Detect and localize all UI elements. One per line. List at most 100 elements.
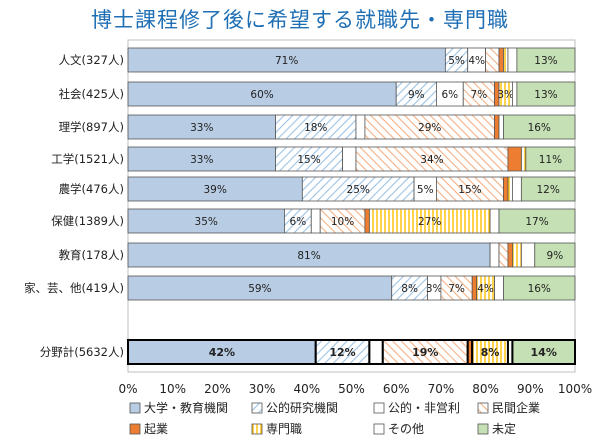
- bar-segment: [494, 275, 504, 301]
- bar-segment: [284, 208, 312, 234]
- bar-segment: [301, 176, 415, 202]
- bar-segment: [520, 146, 527, 172]
- data-label: 9%: [408, 89, 425, 101]
- bar-segment: [507, 242, 513, 268]
- data-label: 5%: [417, 184, 434, 196]
- x-tick-label: 20%: [204, 382, 231, 396]
- data-label: 6%: [442, 89, 459, 101]
- legend-swatch: [477, 402, 489, 414]
- bar-segment: [436, 81, 464, 107]
- data-label: 5%: [448, 55, 465, 67]
- data-label: 4%: [477, 283, 494, 295]
- x-tick-label: 30%: [249, 382, 276, 396]
- data-label: 7%: [471, 89, 488, 101]
- x-tick-label: 80%: [472, 382, 499, 396]
- bar-segment: [503, 176, 509, 202]
- legend-swatch: [129, 423, 141, 435]
- data-label: 13%: [534, 89, 557, 101]
- bar-segment: [525, 146, 576, 172]
- data-label: 14%: [531, 346, 557, 359]
- data-label: 59%: [248, 283, 271, 295]
- x-tick-label: 90%: [517, 382, 544, 396]
- data-label: 18%: [304, 122, 327, 134]
- x-tick-label: 100%: [558, 382, 592, 396]
- bar-segment: [355, 114, 366, 140]
- data-label: 16%: [528, 283, 551, 295]
- data-label: 19%: [412, 346, 438, 359]
- bar-segment: [520, 242, 536, 268]
- chart-title: 博士課程修了後に希望する就職先・専門職: [91, 8, 509, 32]
- data-label: 33%: [190, 122, 213, 134]
- category-label: 社会(425人): [59, 87, 124, 101]
- bar-segment: [395, 81, 437, 107]
- bar-segment: [498, 114, 504, 140]
- bar-segment: [489, 208, 500, 234]
- bar-segment: [494, 114, 500, 140]
- legend-swatch: [251, 402, 263, 414]
- data-label: 12%: [537, 184, 560, 196]
- bar-segment: [127, 275, 393, 301]
- legend-label: 民間企業: [492, 400, 540, 415]
- bar-segment: [127, 146, 276, 172]
- legend-swatch: [373, 423, 385, 435]
- data-label: 25%: [347, 184, 370, 196]
- category-label: 工学(1521人): [51, 152, 124, 166]
- x-tick-label: 70%: [428, 382, 455, 396]
- bar-segment: [507, 146, 522, 172]
- bar-segment: [512, 176, 522, 202]
- data-label: 42%: [209, 346, 235, 359]
- bar-segment: [314, 339, 371, 365]
- data-label: 6%: [290, 216, 307, 228]
- data-label: 13%: [534, 55, 557, 67]
- category-label: 人文(327人): [59, 53, 124, 67]
- data-label: 15%: [297, 154, 320, 166]
- bar-segment: [368, 208, 491, 234]
- data-label: 3%: [497, 89, 514, 101]
- bar-segment: [471, 339, 509, 365]
- data-label: 60%: [250, 89, 273, 101]
- data-label: 15%: [458, 184, 481, 196]
- legend-swatch: [477, 423, 489, 435]
- bar-segment: [127, 114, 276, 140]
- bar-segment: [503, 275, 576, 301]
- x-tick-label: 0%: [118, 382, 137, 396]
- bar-segment: [489, 242, 500, 268]
- bar-segment: [498, 242, 509, 268]
- data-label: 29%: [418, 122, 441, 134]
- data-label: 11%: [539, 154, 562, 166]
- bar-segment: [516, 81, 576, 107]
- bar-segment: [512, 242, 522, 268]
- legend-label: 専門職: [266, 422, 302, 436]
- x-tick-label: 40%: [293, 382, 320, 396]
- bar-segment: [342, 146, 357, 172]
- bar-segment: [503, 47, 509, 73]
- data-label: 7%: [448, 283, 465, 295]
- bar-segment: [471, 275, 478, 301]
- data-label: 3%: [426, 283, 443, 295]
- x-tick-label: 50%: [338, 382, 365, 396]
- data-label: 71%: [275, 55, 298, 67]
- data-label: 81%: [297, 250, 320, 262]
- bar-segment: [275, 146, 343, 172]
- data-label: 34%: [420, 154, 443, 166]
- bar-segment: [355, 146, 509, 172]
- legend-label: その他: [388, 422, 424, 436]
- bar-segment: [512, 81, 518, 107]
- bar-segment: [364, 208, 370, 234]
- category-label: 教育(178人): [59, 248, 124, 262]
- data-label: 8%: [401, 283, 418, 295]
- bar-segment: [516, 47, 576, 73]
- bar-segment: [498, 47, 504, 73]
- data-label: 12%: [329, 346, 355, 359]
- bar-segment: [440, 275, 473, 301]
- bar-segment: [534, 242, 576, 268]
- plot-frame: [127, 39, 576, 373]
- legend-label: 起業: [144, 422, 168, 436]
- bar-segment: [127, 208, 285, 234]
- bar-segment: [275, 114, 357, 140]
- legend-label: 大学・教育機関: [144, 400, 228, 415]
- category-label: 理学(897人): [59, 120, 124, 134]
- category-label: 家、芸、他(419人): [24, 281, 124, 295]
